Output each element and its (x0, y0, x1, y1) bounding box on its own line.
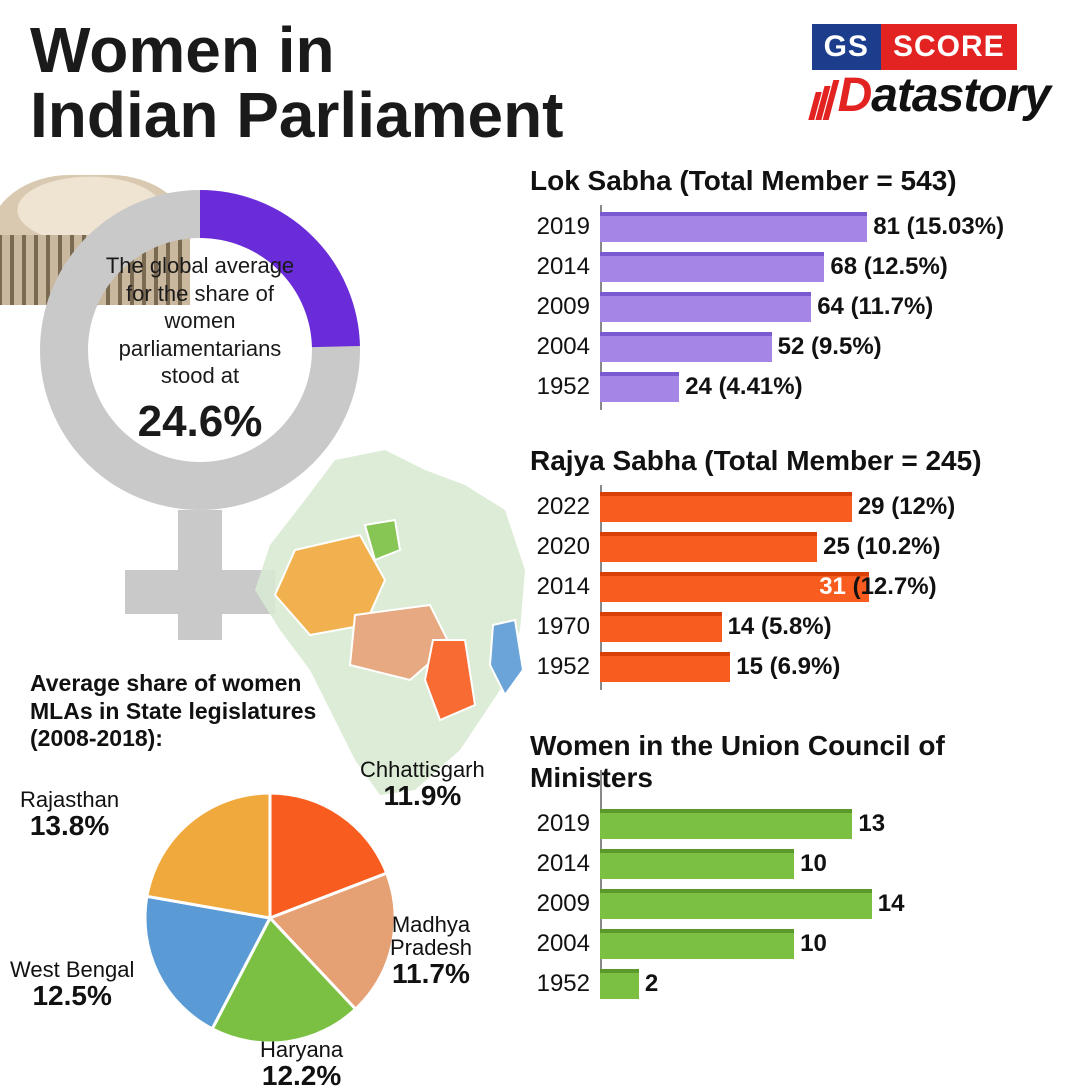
pie-chart: Chhattisgarh11.9%Madhya Pradesh11.7%Hary… (130, 778, 410, 1058)
bar-fill (600, 889, 872, 919)
bar-row: 2009 14 (530, 884, 1060, 924)
bar-value-label: 81 (15.03%) (873, 213, 1004, 241)
bar-track: 81 (15.03%) (600, 212, 1060, 242)
pie-slice-label: Chhattisgarh11.9% (360, 758, 485, 810)
bar-track: 10 (600, 929, 1060, 959)
pie-slice-label: Madhya Pradesh11.7% (390, 913, 472, 989)
bar-row: 1952 2 (530, 964, 1060, 1004)
bar-value-label: 10 (800, 930, 827, 958)
bar-track: 14 (5.8%) (600, 612, 1060, 642)
logo-datastory: Datastory (838, 72, 1050, 120)
bar-value-label: 15 (6.9%) (736, 653, 840, 681)
bar-value-label: 52 (9.5%) (778, 333, 882, 361)
donut-center-text: The global average for the share of wome… (90, 252, 310, 449)
bar-row: 2014 68 (12.5%) (530, 247, 1060, 287)
ministers-title: Women in the Union Council of Ministers (530, 730, 1060, 794)
bar-row: 2020 25 (10.2%) (530, 527, 1060, 567)
bar-fill (600, 849, 794, 879)
bar-fill (600, 252, 824, 282)
title-line1: Women in (30, 14, 335, 86)
bar-track: 24 (4.41%) (600, 372, 1060, 402)
bar-track: 10 (600, 849, 1060, 879)
bar-track: 15 (6.9%) (600, 652, 1060, 682)
bar-fill (600, 969, 639, 999)
pie-slice (147, 793, 270, 918)
pie-slice-label: Haryana12.2% (260, 1038, 343, 1090)
bar-year: 2004 (530, 333, 600, 361)
bar-year: 1952 (530, 653, 600, 681)
logo-gs: GS (812, 24, 881, 70)
bar-fill (600, 652, 730, 682)
bar-row: 1952 24 (4.41%) (530, 367, 1060, 407)
bar-track: 31 (12.7%) (600, 572, 1060, 602)
bar-track: 14 (600, 889, 1060, 919)
bar-row: 2019 13 (530, 804, 1060, 844)
bar-value-label: 25 (10.2%) (823, 533, 940, 561)
pie-slice-label: West Bengal12.5% (10, 958, 134, 1010)
bar-year: 2009 (530, 293, 600, 321)
bar-year: 2014 (530, 850, 600, 878)
bar-year: 1952 (530, 970, 600, 998)
bar-track: 29 (12%) (600, 492, 1060, 522)
bar-value-label: 14 (5.8%) (728, 613, 832, 641)
rajya-sabha-title: Rajya Sabha (Total Member = 245) (530, 445, 1060, 477)
bar-year: 2009 (530, 890, 600, 918)
donut-text: The global average for the share of wome… (106, 253, 294, 388)
bar-fill (600, 332, 772, 362)
bar-value-label: 29 (12%) (858, 493, 955, 521)
bar-row: 2004 52 (9.5%) (530, 327, 1060, 367)
bar-fill (600, 292, 811, 322)
bar-value-label: 64 (11.7%) (817, 293, 933, 321)
pie-svg (130, 778, 410, 1058)
lok-sabha-chart: Lok Sabha (Total Member = 543) 2019 81 (… (530, 165, 1060, 407)
bar-year: 1970 (530, 613, 600, 641)
bar-fill (600, 929, 794, 959)
bar-track: 68 (12.5%) (600, 252, 1060, 282)
bar-year: 2019 (530, 810, 600, 838)
bar-year: 2004 (530, 930, 600, 958)
title-line2: Indian Parliament (30, 79, 563, 151)
main-title: Women in Indian Parliament (30, 18, 563, 149)
rajya-sabha-chart: Rajya Sabha (Total Member = 245) 2022 29… (530, 445, 1060, 687)
bar-year: 2014 (530, 253, 600, 281)
bar-value-label: 31 (12.7%) (819, 573, 936, 601)
bar-row: 1952 15 (6.9%) (530, 647, 1060, 687)
bar-value-label: 2 (645, 970, 658, 998)
bar-track: 13 (600, 809, 1060, 839)
bar-year: 2019 (530, 213, 600, 241)
logo: GS SCORE Datastory (812, 24, 1050, 120)
bar-value-label: 14 (878, 890, 905, 918)
bar-row: 2019 81 (15.03%) (530, 207, 1060, 247)
bar-row: 2014 31 (12.7%) (530, 567, 1060, 607)
bar-row: 2014 10 (530, 844, 1060, 884)
bar-track: 2 (600, 969, 1060, 999)
bar-fill (600, 212, 867, 242)
bar-row: 2022 29 (12%) (530, 487, 1060, 527)
logo-score: SCORE (881, 24, 1017, 70)
bar-year: 2014 (530, 573, 600, 601)
bar-track: 52 (9.5%) (600, 332, 1060, 362)
bar-year: 2022 (530, 493, 600, 521)
bar-row: 2004 10 (530, 924, 1060, 964)
bar-fill (600, 492, 852, 522)
lok-sabha-title: Lok Sabha (Total Member = 543) (530, 165, 1060, 197)
bar-fill (600, 532, 817, 562)
bar-track: 64 (11.7%) (600, 292, 1060, 322)
bar-row: 1970 14 (5.8%) (530, 607, 1060, 647)
mla-title: Average share of women MLAs in State leg… (30, 670, 370, 753)
bar-row: 2009 64 (11.7%) (530, 287, 1060, 327)
bar-fill (600, 809, 852, 839)
bar-track: 25 (10.2%) (600, 532, 1060, 562)
bar-value-label: 24 (4.41%) (685, 373, 802, 401)
logo-pages-icon (812, 80, 834, 120)
bar-fill (600, 372, 679, 402)
bar-value-label: 13 (858, 810, 885, 838)
bar-fill (600, 612, 722, 642)
bar-value-label: 10 (800, 850, 827, 878)
bar-year: 1952 (530, 373, 600, 401)
ministers-chart: Women in the Union Council of Ministers … (530, 730, 1060, 1004)
bar-year: 2020 (530, 533, 600, 561)
pie-slice-label: Rajasthan13.8% (20, 788, 119, 840)
bar-value-label: 68 (12.5%) (830, 253, 947, 281)
